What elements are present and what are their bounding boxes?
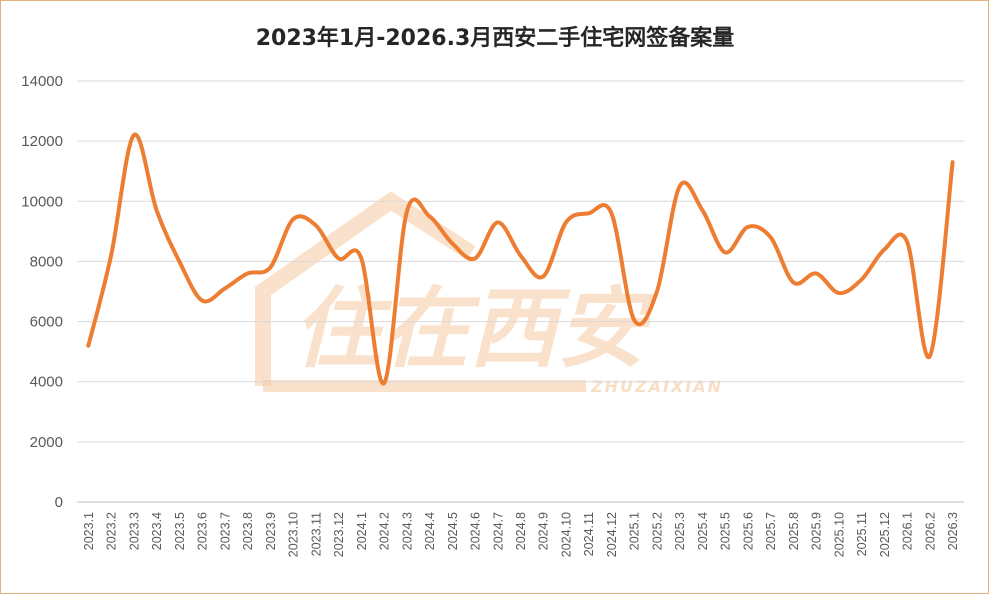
watermark-text: 住在西安 <box>293 277 655 380</box>
x-tick-label: 2024.2 <box>378 512 392 550</box>
y-tick-label: 0 <box>55 494 63 511</box>
x-tick-label: 2024.1 <box>355 512 369 550</box>
x-tick-label: 2026.2 <box>923 512 937 550</box>
x-tick-label: 2023.6 <box>196 512 210 550</box>
y-tick-label: 6000 <box>30 314 63 331</box>
x-tick-label: 2024.6 <box>469 512 483 550</box>
x-tick-label: 2025.11 <box>855 512 869 556</box>
x-tick-label: 2023.12 <box>332 512 346 557</box>
x-tick-label: 2024.12 <box>605 512 619 557</box>
house-logo-icon <box>255 191 586 392</box>
x-tick-label: 2024.4 <box>423 512 437 550</box>
x-tick-label: 2025.6 <box>741 512 755 550</box>
y-tick-label: 8000 <box>30 253 63 270</box>
x-tick-label: 2024.9 <box>537 512 551 550</box>
x-tick-label: 2026.3 <box>946 512 960 550</box>
x-tick-label: 2023.11 <box>309 512 323 556</box>
x-tick-label: 2023.10 <box>287 512 301 557</box>
x-tick-label: 2026.1 <box>901 512 915 550</box>
y-tick-label: 14000 <box>21 73 63 90</box>
gridlines <box>77 80 964 503</box>
x-tick-label: 2025.9 <box>810 512 824 550</box>
x-tick-label: 2025.10 <box>832 512 846 557</box>
y-tick-label: 4000 <box>30 374 63 391</box>
x-tick-label: 2024.5 <box>446 512 460 550</box>
x-tick-label: 2025.7 <box>764 512 778 550</box>
x-tick-label: 2024.11 <box>582 512 596 556</box>
x-tick-label: 2025.3 <box>673 512 687 550</box>
x-tick-label: 2023.1 <box>82 512 96 550</box>
chart-title: 2023年1月-2026.3月西安二手住宅网签备案量 <box>256 25 735 51</box>
x-tick-label: 2023.5 <box>173 512 187 550</box>
x-tick-label: 2025.4 <box>696 512 710 550</box>
x-tick-label: 2025.12 <box>878 512 892 557</box>
y-tick-label: 2000 <box>30 434 63 451</box>
x-axis-ticks: 2023.1 2023.2 2023.3 2023.4 2023.5 2023.6 2023… <box>82 512 960 557</box>
x-tick-label: 2025.8 <box>787 512 801 550</box>
x-tick-label: 2024.3 <box>400 512 414 550</box>
x-tick-label: 2025.1 <box>628 512 642 550</box>
x-tick-label: 2023.9 <box>264 512 278 550</box>
x-tick-label: 2023.2 <box>105 512 119 550</box>
x-tick-label: 2024.8 <box>514 512 528 550</box>
y-tick-label: 10000 <box>21 193 63 210</box>
x-tick-label: 2023.8 <box>241 512 255 550</box>
y-axis-ticks: 0 2000 4000 6000 8000 10000 12000 14000 <box>21 73 63 511</box>
x-tick-label: 2023.4 <box>150 512 164 550</box>
x-tick-label: 2024.7 <box>491 512 505 550</box>
y-tick-label: 12000 <box>21 133 63 150</box>
x-tick-label: 2023.3 <box>127 512 141 550</box>
x-tick-label: 2025.2 <box>650 512 664 550</box>
series-line <box>86 132 955 386</box>
x-tick-label: 2025.5 <box>719 512 733 550</box>
x-tick-label: 2024.10 <box>559 512 573 557</box>
x-tick-label: 2023.7 <box>218 512 232 550</box>
watermark-subtext: ZHUZAIXIAN <box>590 377 723 396</box>
series-group <box>86 132 955 386</box>
